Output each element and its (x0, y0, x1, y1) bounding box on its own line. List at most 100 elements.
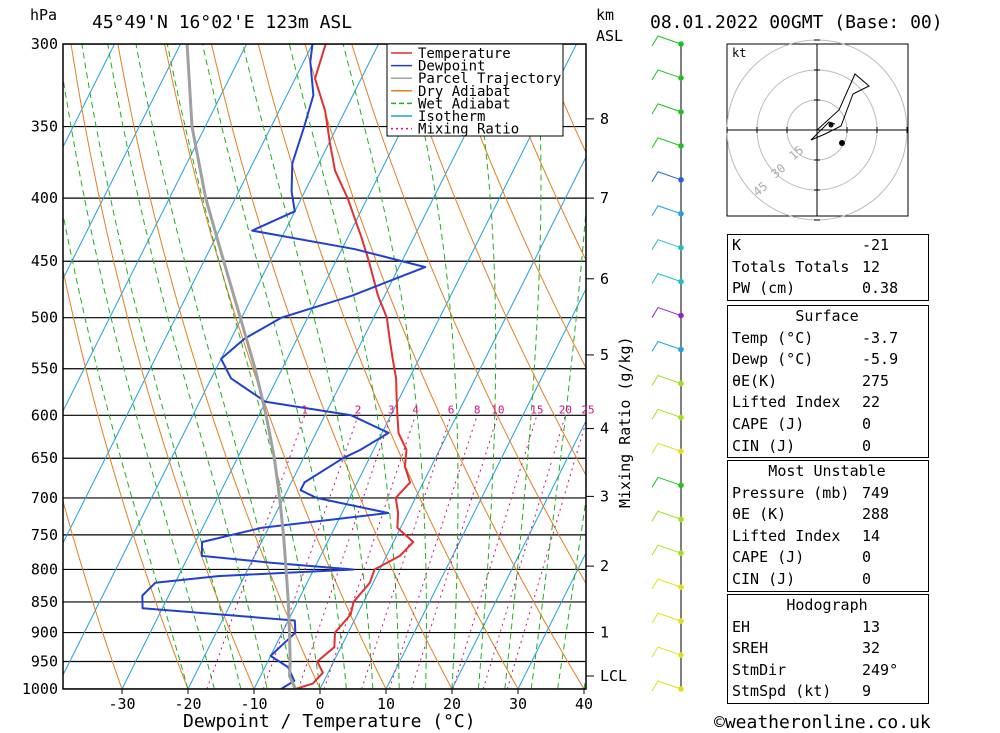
table-label: EH (732, 617, 751, 636)
table-row: CAPE (J) 0 (728, 414, 928, 436)
mixing-ratio-label: 25 (581, 403, 594, 416)
surface-table: Surface Temp (°C) -3.7 Dewp (°C) -5.9 θE(K) 27… (727, 305, 929, 459)
legend-entry: Wet Adiabat (418, 96, 511, 112)
pressure-tick-label: 950 (31, 653, 58, 671)
pressure-tick-label: 750 (31, 526, 58, 544)
pressure-tick-label: 1000 (22, 680, 58, 698)
table-value: 0.38 (862, 279, 899, 298)
km-tick-label: 2 (600, 557, 609, 575)
pressure-tick-label: 450 (31, 252, 58, 270)
legend-entry: Dry Adiabat (418, 84, 511, 100)
wind-barb (651, 340, 682, 352)
series-parcel-trajectory-line (185, 44, 297, 689)
wet-adiabat-line (202, 44, 347, 689)
wet-adiabat-line (470, 44, 497, 689)
legend-entry: Isotherm (418, 109, 485, 125)
mixing-ratio-line (262, 415, 359, 689)
wind-barb (651, 544, 682, 556)
table-value: 288 (862, 505, 890, 524)
wet-adiabat-line (242, 44, 374, 689)
table-label: Lifted Index (732, 393, 841, 412)
legend-entry: Parcel Trajectory (418, 71, 561, 87)
wind-barb (651, 646, 682, 658)
pressure-tick-label: 850 (31, 593, 58, 611)
wind-barb (651, 408, 682, 420)
table-value: -5.9 (862, 350, 899, 369)
table-row: PW (cm) 0.38 (728, 278, 928, 300)
x-tick-label: -30 (108, 695, 135, 713)
table-row: EH 13 (728, 617, 928, 639)
wind-barb (651, 137, 682, 149)
isotherm-line (319, 155, 586, 689)
mixing-ratio-line (206, 415, 306, 689)
table-row: StmDir 249° (728, 660, 928, 682)
isotherm-line (253, 44, 577, 689)
table-title: Most Unstable (768, 462, 886, 480)
table-value: 0 (862, 414, 872, 433)
x-tick-label: -20 (174, 695, 201, 713)
table-label: Temp (°C) (732, 328, 814, 347)
table-row: Dewp (°C) -5.9 (728, 349, 928, 371)
wet-adiabat-line (81, 44, 242, 689)
x-tick-label: 20 (443, 695, 461, 713)
mixing-ratio-label: 10 (491, 403, 504, 416)
table-row: Lifted Index 14 (728, 526, 928, 548)
table-row: Temp (°C) -3.7 (728, 328, 928, 350)
table-value: 0 (862, 436, 872, 455)
table-row: θE(K) 275 (728, 371, 928, 393)
mixing-ratio-line (323, 415, 416, 689)
table-value: 0 (862, 569, 872, 588)
dry-adiabat-line (63, 499, 123, 689)
table-title: Hodograph (786, 596, 868, 614)
lcl-label: LCL (600, 667, 627, 685)
storm-motion-marker (839, 140, 845, 146)
plot-frame (62, 43, 587, 690)
pressure-tick-label: 900 (31, 624, 58, 642)
table-value: -21 (862, 236, 890, 254)
legend-entry: Mixing Ratio (418, 122, 519, 138)
pressure-tick-label: 550 (31, 360, 58, 378)
mixing-ratio-label: 20 (559, 403, 572, 416)
wind-barb (651, 205, 682, 216)
table-value: 32 (862, 639, 881, 658)
table-label: CIN (J) (732, 569, 796, 588)
wind-level-dot (678, 312, 684, 319)
wet-adiabat-line (63, 74, 215, 689)
table-value: 0 (862, 548, 872, 567)
isotherm-line (63, 44, 181, 281)
table-row: CIN (J) 0 (728, 436, 928, 458)
table-value: 22 (862, 393, 881, 412)
km-tick-label: 3 (600, 487, 609, 505)
table-value: 249° (862, 660, 899, 679)
table-row: CIN (J) 0 (728, 569, 928, 591)
mixing-ratio-line (482, 415, 566, 689)
table-title: Surface (795, 307, 859, 325)
pressure-tick-label: 500 (31, 309, 58, 327)
pressure-tick-label: 650 (31, 449, 58, 467)
legend-entry: Dewpoint (418, 59, 485, 75)
isotherm-line (121, 44, 445, 689)
mixing-ratio-label: 15 (530, 403, 543, 416)
isotherm-line (63, 44, 379, 677)
pressure-tick-label: 600 (31, 406, 58, 424)
pressure-tick-label: 800 (31, 560, 58, 578)
x-tick-label: 40 (575, 695, 593, 713)
wet-adiabat-line (504, 44, 542, 689)
pressure-tick-label: 350 (31, 118, 58, 136)
mixing-ratio-label: 4 (412, 403, 419, 416)
km-tick-label: 1 (600, 624, 609, 642)
table-label: Dewp (°C) (732, 350, 814, 369)
wind-barb (651, 578, 682, 590)
isotherm-line (187, 44, 511, 689)
km-tick-label: 4 (600, 420, 609, 438)
table-label: θE(K) (732, 371, 778, 390)
series-dewpoint-line (141, 44, 427, 689)
table-row: CAPE (J) 0 (728, 547, 928, 569)
wind-barb (651, 103, 682, 115)
isotherm-line (385, 287, 586, 689)
wet-adiabat-line (403, 44, 459, 689)
hodograph-point (828, 122, 834, 128)
table-value: 749 (862, 483, 890, 502)
isotherm-line (517, 551, 586, 689)
mixing-ratio-label: 2 (355, 403, 362, 416)
